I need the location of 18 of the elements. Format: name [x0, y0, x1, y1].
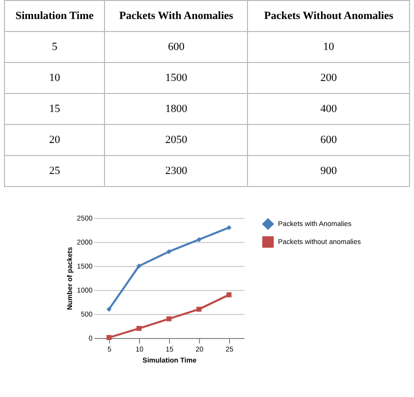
category-label: 15	[49, 103, 60, 115]
text: 1500	[104, 62, 248, 94]
text: 200	[248, 62, 410, 94]
text: 2300	[104, 156, 248, 186]
text: 900	[248, 156, 410, 186]
category-label: 10	[323, 41, 334, 53]
text: 600	[248, 124, 410, 156]
text: 1800	[104, 94, 248, 124]
text: 600	[104, 32, 248, 62]
category-label: 5	[52, 41, 58, 53]
category-label: 20	[49, 134, 60, 146]
category-label: 25	[49, 165, 60, 177]
text: 400	[248, 94, 410, 124]
text: Simulation Time	[4, 0, 105, 32]
text: 10	[4, 62, 105, 94]
text: Packets With Anomalies	[104, 0, 248, 32]
text: Packets Without Anomalies	[248, 0, 410, 32]
text: 2050	[104, 124, 248, 156]
